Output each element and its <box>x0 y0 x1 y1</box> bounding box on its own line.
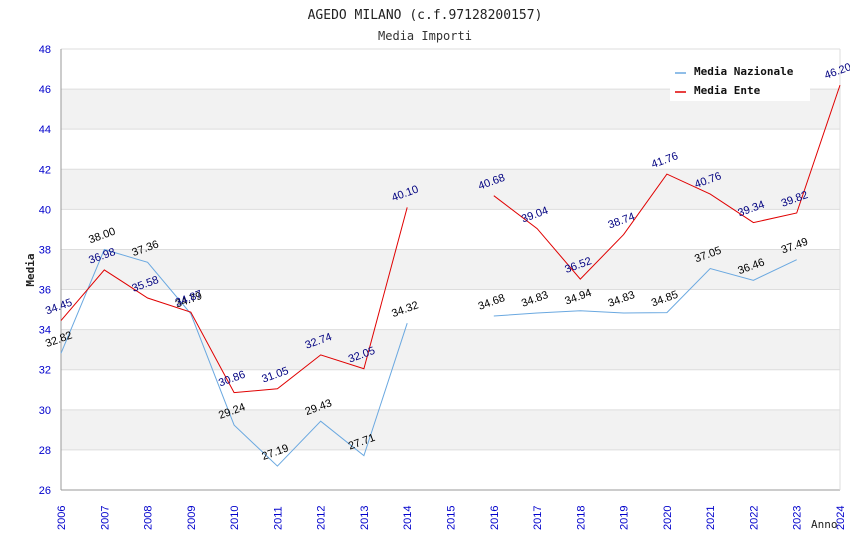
x-tick-label: 2009 <box>186 506 198 530</box>
data-label-ente: 41.76 <box>650 150 680 171</box>
series-line-nazionale <box>493 259 797 317</box>
plot-band <box>61 249 840 290</box>
x-tick-label: 2008 <box>143 506 155 530</box>
legend-entry-ente: Media Ente <box>694 84 761 97</box>
series-line-ente <box>60 207 408 394</box>
x-tick-label: 2015 <box>446 506 458 530</box>
y-tick-label: 32 <box>39 365 51 377</box>
plot-bands <box>61 89 840 450</box>
data-label-ente: 30.86 <box>217 369 247 390</box>
data-label-nazionale: 34.32 <box>390 299 420 320</box>
x-tick-label: 2006 <box>56 506 68 530</box>
y-tick-label: 30 <box>39 405 51 417</box>
legend: Media Nazionale Media Ente <box>670 60 810 101</box>
y-tick-label: 26 <box>39 485 51 497</box>
series-lines <box>60 84 841 467</box>
legend-background <box>670 60 810 101</box>
x-tick-label: 2010 <box>229 506 241 530</box>
plot-band <box>61 169 840 210</box>
data-label-nazionale: 34.83 <box>520 289 550 310</box>
x-axis-label: Anno <box>811 518 838 531</box>
series-line-ente <box>493 84 841 280</box>
data-label-nazionale: 38.00 <box>87 226 117 247</box>
y-tick-label: 34 <box>39 325 51 337</box>
series-line-nazionale <box>60 248 408 467</box>
y-tick-label: 48 <box>39 44 51 56</box>
x-tick-label: 2013 <box>359 506 371 530</box>
x-tick-label: 2012 <box>316 506 328 530</box>
chart-title: AGEDO MILANO (c.f.97128200157) <box>308 8 543 23</box>
data-label-nazionale: 34.85 <box>650 289 680 310</box>
y-tick-label: 36 <box>39 285 51 297</box>
y-tick-label: 38 <box>39 244 51 256</box>
x-tick-label: 2017 <box>532 506 544 530</box>
data-label-ente: 34.45 <box>44 297 74 318</box>
x-tick-label: 2016 <box>489 506 501 530</box>
x-tick-label: 2019 <box>619 506 631 530</box>
legend-entry-nazionale: Media Nazionale <box>694 65 794 78</box>
plot-band <box>61 409 840 450</box>
x-tick-label: 2021 <box>705 506 717 530</box>
x-tick-label: 2020 <box>662 506 674 530</box>
axes <box>60 49 841 491</box>
data-label-nazionale: 34.83 <box>607 289 637 310</box>
y-tick-label: 46 <box>39 84 51 96</box>
x-tick-label: 2007 <box>99 506 111 530</box>
chart-subtitle: Media Importi <box>378 29 472 43</box>
x-tick-label: 2022 <box>748 506 760 530</box>
x-tick-label: 2023 <box>792 506 804 530</box>
y-tick-labels: 26 28 30 32 34 36 38 40 42 44 46 48 <box>39 44 51 497</box>
data-label-ente: 46.20 <box>823 61 850 82</box>
y-tick-label: 40 <box>39 204 51 216</box>
x-tick-label: 2011 <box>272 506 284 530</box>
x-tick-label: 2018 <box>575 506 587 530</box>
y-axis-label: Media <box>24 253 37 286</box>
y-tick-label: 44 <box>39 124 51 136</box>
data-label-nazionale: 34.68 <box>477 292 507 313</box>
data-label-ente: 38.74 <box>607 211 637 232</box>
y-tick-label: 28 <box>39 445 51 457</box>
x-tick-label: 2024 <box>835 506 847 530</box>
x-tick-label: 2014 <box>402 506 414 530</box>
x-tick-labels: 2006 2007 2008 2009 2010 2011 2012 2013 2014 2015… <box>56 506 847 530</box>
plot-band <box>61 329 840 370</box>
y-tick-label: 42 <box>39 164 51 176</box>
